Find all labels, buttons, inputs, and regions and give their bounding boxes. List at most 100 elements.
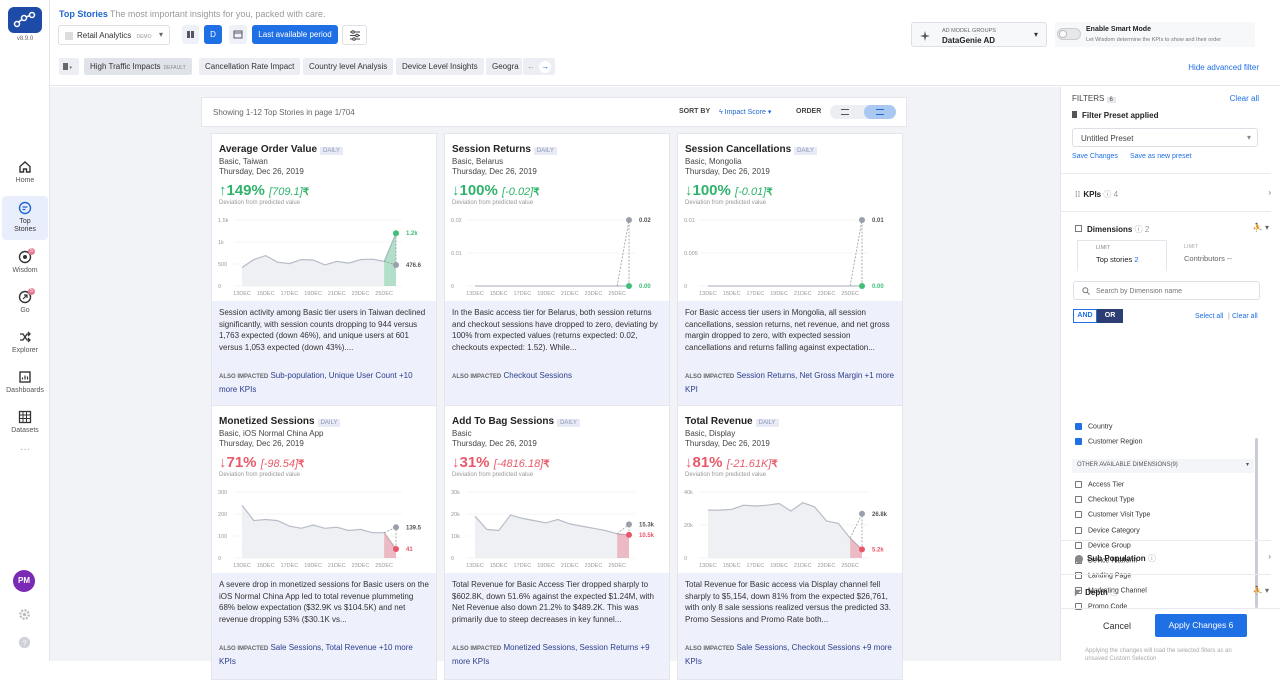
dimensions-scrollbar[interactable] bbox=[1255, 438, 1258, 608]
story-card[interactable]: Average Order Value DAILY Basic, Taiwan Thu… bbox=[211, 133, 437, 408]
clear-all-dimensions-link[interactable]: Clear all bbox=[1232, 313, 1258, 320]
dimension-checkbox-device-category[interactable]: Device Category bbox=[1075, 526, 1140, 534]
rank-icon[interactable]: ⛹ ▾ bbox=[1252, 223, 1269, 232]
wisdom-badge: 5 bbox=[28, 248, 35, 255]
apply-changes-button[interactable]: Apply Changes 6 bbox=[1155, 614, 1247, 637]
settings-gear-icon[interactable] bbox=[18, 608, 31, 621]
dimension-checkbox-customer-visit-type[interactable]: Customer Visit Type bbox=[1075, 511, 1150, 519]
or-toggle[interactable]: OR bbox=[1097, 309, 1123, 323]
depth-section[interactable]: ◤ Depth ⓘ ⛹ ▾ bbox=[1061, 574, 1271, 608]
dimension-checkbox-access-tier[interactable]: Access Tier bbox=[1075, 481, 1124, 488]
nav-top-stories[interactable]: Top Stories bbox=[2, 196, 48, 240]
limit-contributors-tab[interactable]: LIMIT Contributors -- bbox=[1169, 240, 1259, 272]
story-change: ↓81% [-21.61K]₹ bbox=[685, 454, 778, 471]
help-icon[interactable]: ? bbox=[18, 636, 31, 649]
nav-datasets[interactable]: Datasets bbox=[2, 410, 48, 440]
story-change: ↓71% [-98.54]₹ bbox=[219, 454, 304, 471]
app-logo[interactable] bbox=[8, 7, 42, 33]
also-impacted[interactable]: ALSO IMPACTED Monetized Sessions, Sessio… bbox=[452, 642, 662, 667]
bookmark-preset-button[interactable]: ▾ bbox=[59, 58, 79, 75]
story-segment: Basic, Display bbox=[685, 429, 736, 438]
preset-tab-geography[interactable]: Geogra bbox=[486, 58, 522, 75]
order-ascending-icon[interactable] bbox=[841, 109, 849, 115]
dimension-checkbox-device-group[interactable]: Device Group bbox=[1075, 541, 1131, 549]
actual-value-label: 5.2k bbox=[872, 547, 884, 553]
filter-settings-button[interactable] bbox=[342, 25, 367, 45]
rank-icon[interactable]: ⛹ ▾ bbox=[1252, 586, 1269, 595]
deviation-label: Deviation from predicted value bbox=[685, 472, 767, 478]
change-percent: 81% bbox=[692, 454, 723, 471]
clear-all-filters-link[interactable]: Clear all bbox=[1229, 94, 1259, 103]
dimension-checkbox-customer-region[interactable]: Customer Region bbox=[1075, 438, 1142, 445]
calendar-button[interactable] bbox=[229, 25, 247, 44]
checkbox-unchecked-icon bbox=[1075, 511, 1082, 519]
nav-dashboards[interactable]: Dashboards bbox=[2, 370, 48, 400]
also-impacted[interactable]: ALSO IMPACTED Sub-population, Unique Use… bbox=[219, 370, 429, 395]
dimension-checkbox-landing-page[interactable]: Landing Page bbox=[1075, 572, 1131, 580]
dimension-checkbox-checkout-type[interactable]: Checkout Type bbox=[1075, 496, 1135, 504]
story-card[interactable]: Monetized Sessions DAILY Basic, iOS Normal… bbox=[211, 405, 437, 680]
expected-value-label: 15.3k bbox=[639, 522, 655, 528]
x-tick-label: 21DEC bbox=[561, 291, 579, 297]
kpis-section[interactable]: ⁞⁞ KPIs ⓘ 4 › bbox=[1061, 173, 1271, 211]
x-tick-label: 25DEC bbox=[375, 563, 393, 569]
limit-top-stories-tab[interactable]: LIMIT Top stories 2 bbox=[1077, 240, 1167, 272]
nav-home[interactable]: Home bbox=[2, 160, 48, 190]
story-card[interactable]: Total Revenue DAILY Basic, Display Thursday… bbox=[677, 405, 903, 680]
granularity-day-button[interactable]: D bbox=[204, 25, 222, 44]
story-card[interactable]: Session Returns DAILY Basic, Belarus Thursd… bbox=[444, 133, 670, 408]
x-tick-label: 13DEC bbox=[699, 291, 717, 297]
nav-wisdom[interactable]: Wisdom 5 bbox=[2, 248, 48, 280]
preset-tab-high-traffic[interactable]: High Traffic Impacts DEFAULT bbox=[84, 58, 192, 75]
also-impacted[interactable]: ALSO IMPACTED Sale Sessions, Total Reven… bbox=[219, 642, 429, 667]
grid-view-toggle[interactable] bbox=[182, 25, 199, 44]
model-group-select[interactable]: AD MODEL GROUPS DataGenie AD ▾ bbox=[911, 22, 1047, 47]
nav-explorer[interactable]: Explorer bbox=[2, 330, 48, 360]
save-new-preset-link[interactable]: Save as new preset bbox=[1130, 153, 1192, 160]
granularity-tag: DAILY bbox=[317, 419, 341, 427]
preset-select[interactable]: Untitled Preset ▾ bbox=[1072, 128, 1258, 147]
story-card-header: Add To Bag Sessions DAILY Basic Thursday, D… bbox=[445, 406, 669, 573]
also-impacted[interactable]: ALSO IMPACTED Sale Sessions, Checkout Se… bbox=[685, 642, 895, 667]
select-all-dimensions-link[interactable]: Select all bbox=[1195, 313, 1224, 320]
period-button[interactable]: Last available period bbox=[252, 25, 338, 44]
story-sparkline-chart: 300 200 100 0 139.5 41 13DEC 15DEC 17DEC 19DEC 21D… bbox=[218, 490, 422, 569]
hide-advanced-filter-link[interactable]: Hide advanced filter bbox=[1188, 63, 1259, 72]
nav-go[interactable]: Go 5 bbox=[2, 288, 48, 320]
preset-tab-device[interactable]: Device Level Insights bbox=[396, 58, 484, 75]
also-impacted[interactable]: ALSO IMPACTED Checkout Sessions bbox=[452, 370, 662, 384]
story-card[interactable]: Add To Bag Sessions DAILY Basic Thursday, D… bbox=[444, 405, 670, 680]
cancel-button[interactable]: Cancel bbox=[1103, 621, 1132, 631]
order-descending-button[interactable] bbox=[864, 105, 896, 119]
story-card[interactable]: Session Cancellations DAILY Basic, Mongoli… bbox=[677, 133, 903, 408]
filters-title: FILTERS 6 bbox=[1072, 94, 1116, 103]
user-avatar[interactable]: PM bbox=[13, 570, 35, 592]
smart-mode-toggle[interactable] bbox=[1057, 28, 1081, 40]
arrow-left-icon[interactable]: ← bbox=[527, 62, 535, 71]
actual-value-label: 1.2k bbox=[406, 231, 418, 237]
dimension-checkbox-marketing-channel[interactable]: Marketing Channel bbox=[1075, 587, 1147, 595]
arrow-right-icon[interactable]: → bbox=[539, 61, 552, 73]
x-tick-label: 15DEC bbox=[723, 291, 741, 297]
workspace-select[interactable]: Retail Analytics DEMO ▾ bbox=[58, 25, 170, 45]
dimension-search-input[interactable] bbox=[1096, 285, 1246, 297]
save-changes-link[interactable]: Save Changes bbox=[1072, 153, 1118, 160]
x-tick-label: 17DEC bbox=[281, 563, 299, 569]
nav-explorer-label: Explorer bbox=[11, 347, 39, 354]
sort-by-select[interactable]: ϟ Impact Score ▾ bbox=[719, 109, 772, 116]
deviation-value: [-0.02] bbox=[502, 186, 534, 198]
x-tick-label: 21DEC bbox=[794, 563, 812, 569]
sub-population-section[interactable]: Sub Population ⓘ › bbox=[1061, 540, 1271, 574]
also-impacted[interactable]: ALSO IMPACTED Session Returns, Net Gross… bbox=[685, 370, 895, 395]
preset-tab-cancellation[interactable]: Cancellation Rate Impact bbox=[199, 58, 301, 75]
other-dimensions-header[interactable]: OTHER AVAILABLE DIMENSIONS(9) ▾ bbox=[1072, 459, 1254, 473]
nav-more-icon[interactable]: ··· bbox=[20, 444, 30, 455]
preset-tab-country[interactable]: Country level Analysis bbox=[303, 58, 394, 75]
dimension-checkbox-country[interactable]: Country bbox=[1075, 423, 1113, 430]
x-tick-label: 21DEC bbox=[794, 291, 812, 297]
deviation-area bbox=[384, 532, 396, 558]
and-toggle[interactable]: AND bbox=[1073, 309, 1097, 323]
dimension-checkbox-promo-code[interactable]: Promo Code bbox=[1075, 602, 1127, 610]
dimensions-label[interactable]: Dimensions ⓘ 2 bbox=[1075, 224, 1149, 235]
expected-point bbox=[393, 524, 399, 531]
